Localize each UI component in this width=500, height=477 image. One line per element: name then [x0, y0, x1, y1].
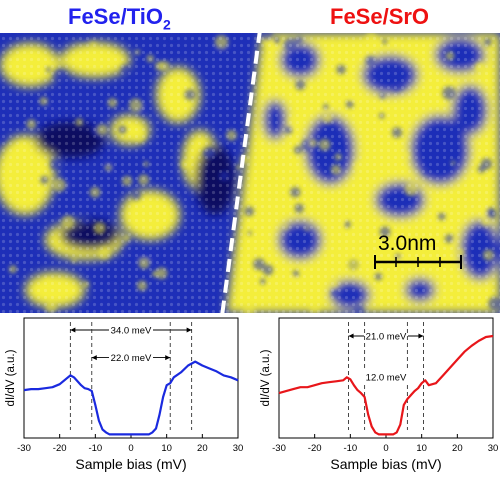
- x-tick-label: 20: [197, 443, 208, 454]
- x-tick-label: -20: [53, 443, 67, 454]
- chart-right-panel: -30 -20 -10 0 10 20 30 Sample bias (mV) dI/dV (a…: [260, 317, 499, 472]
- gap-arrow-head: [186, 327, 192, 333]
- title-fese-tio2-subscript: 2: [162, 16, 171, 33]
- gap-arrow-head: [348, 333, 354, 339]
- x-tick-label: 0: [128, 443, 133, 454]
- title-fese-sro: FeSe/SrO: [330, 4, 430, 29]
- x-tick-label: -10: [343, 443, 357, 454]
- gap-arrow-head: [165, 355, 171, 361]
- didv-curve: [23, 360, 239, 436]
- gap-label-bg: [364, 370, 408, 383]
- x-tick-label: 30: [488, 443, 499, 454]
- title-fese-tio2-main: FeSe/TiO: [68, 4, 163, 29]
- gap-arrow-head: [70, 327, 76, 333]
- gap-label: 22.0 meV: [111, 353, 152, 364]
- x-tick-label: -20: [308, 443, 322, 454]
- scale-bar-label: 3.0nm: [378, 232, 436, 255]
- x-tick-label: 0: [383, 443, 388, 454]
- x-tick-label: -30: [17, 443, 31, 454]
- title-fese-tio2: FeSe/TiO2: [68, 4, 171, 32]
- gap-label-bg: [364, 330, 408, 342]
- y-axis-label: dI/dV (a.u.): [5, 349, 17, 406]
- x-tick-label: 10: [161, 443, 172, 454]
- boundary-dashed-line: [220, 33, 262, 313]
- didv-curve: [278, 334, 494, 436]
- x-tick-label: -30: [272, 443, 286, 454]
- x-tick-label: 30: [233, 443, 244, 454]
- y-axis-label: dI/dV (a.u.): [260, 349, 272, 406]
- x-tick-label: 20: [452, 443, 463, 454]
- scale-bar: 3.0nm: [374, 232, 462, 269]
- gap-arrow-head: [91, 355, 97, 361]
- x-axis-label: Sample bias (mV): [330, 456, 441, 472]
- x-axis-label: Sample bias (mV): [75, 456, 186, 472]
- gap-label: 21.0 meV: [366, 332, 407, 343]
- stm-topography-image: [0, 33, 500, 313]
- chart-left-panel: -30 -20 -10 0 10 20 30 Sample bias (mV) dI/dV (a…: [5, 317, 244, 472]
- gap-label: 34.0 meV: [111, 326, 152, 337]
- gap-label-bg: [109, 351, 153, 364]
- gap-label-bg: [109, 324, 153, 336]
- gap-label: 12.0 meV: [366, 372, 407, 383]
- x-tick-label: 10: [416, 443, 427, 454]
- stm-lattice-texture: [0, 33, 500, 313]
- gap-arrow-head: [418, 333, 424, 339]
- x-tick-label: -10: [88, 443, 102, 454]
